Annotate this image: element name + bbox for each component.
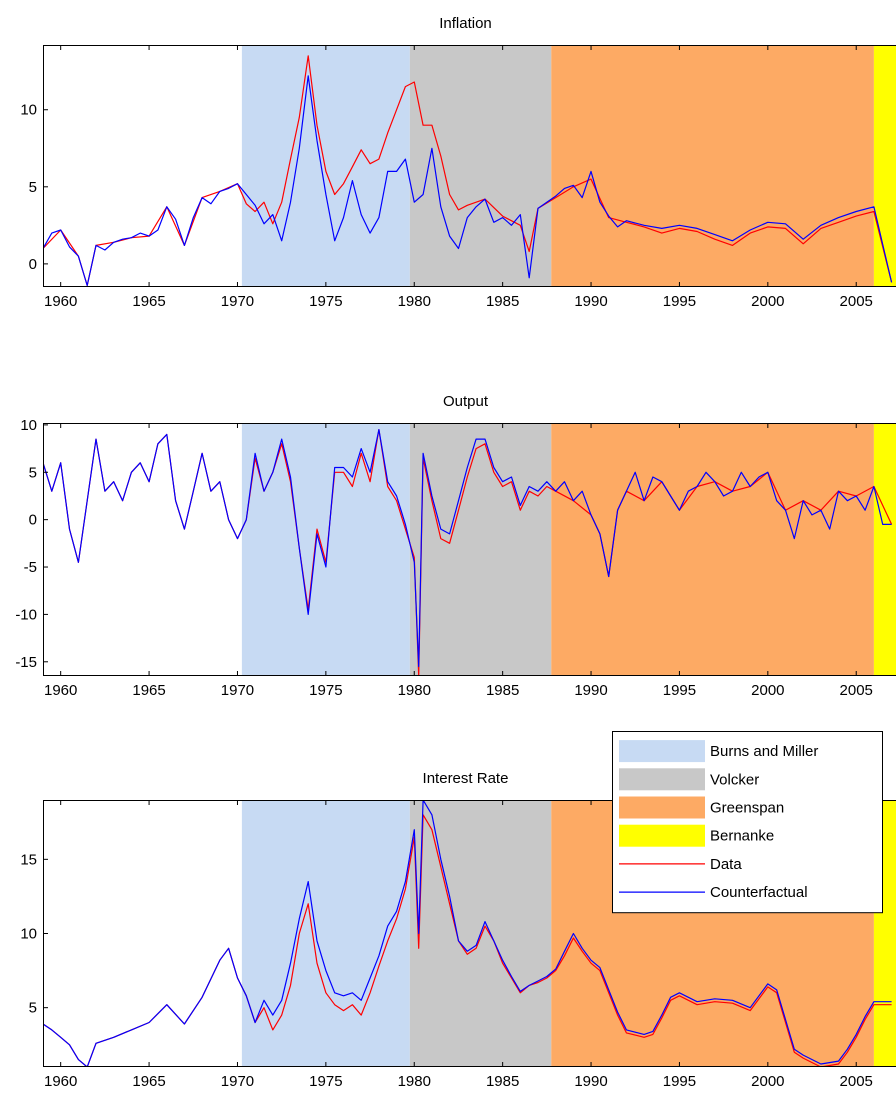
- legend-item-volcker: Volcker: [619, 768, 759, 791]
- x-tick-label: 2005: [840, 682, 873, 699]
- x-tick-label: 1990: [574, 1073, 607, 1090]
- x-tick-label: 2005: [840, 293, 873, 310]
- legend-swatch: [619, 824, 705, 847]
- legend-item-bernanke: Bernanke: [619, 824, 774, 847]
- legend-item-data: Data: [619, 856, 742, 873]
- legend-swatch: [619, 796, 705, 819]
- chart-title: Output: [443, 393, 489, 410]
- legend-label: Greenspan: [710, 800, 784, 817]
- axes-frame: [43, 45, 896, 287]
- x-tick-label: 2000: [751, 293, 784, 310]
- x-tick-label: 1960: [44, 682, 77, 699]
- series-line-counterfactual: [43, 800, 892, 1067]
- panels: 1960 1965 1970 1975 1980 1985 1990 1995 2000 2005…: [15, 15, 896, 1090]
- x-tick-label: 1990: [574, 293, 607, 310]
- legend-label: Bernanke: [710, 828, 774, 845]
- y-tick-label: 0: [29, 512, 37, 529]
- legend-swatch: [619, 768, 705, 791]
- x-tick-label: 1965: [132, 682, 165, 699]
- x-tick-label: 1975: [309, 682, 342, 699]
- x-tick-label: 1960: [44, 293, 77, 310]
- y-tick-label: 0: [29, 256, 37, 273]
- x-tick-label: 1980: [398, 293, 431, 310]
- legend-label: Volcker: [710, 771, 759, 788]
- chart-title: Inflation: [439, 15, 492, 32]
- regions: [241, 45, 896, 287]
- y-tick-label: 10: [20, 417, 37, 434]
- y-tick-label: -5: [24, 559, 37, 576]
- x-tick-label: 1980: [398, 1073, 431, 1090]
- panel-inflation: 1960 1965 1970 1975 1980 1985 1990 1995 2000 2005…: [20, 15, 896, 310]
- x-tick-label: 1995: [663, 1073, 696, 1090]
- x-tick-label: 1985: [486, 682, 519, 699]
- y-tick-label: 10: [20, 102, 37, 119]
- region-burns-and-miller: [241, 800, 410, 1067]
- x-tick-label: 1985: [486, 1073, 519, 1090]
- region-greenspan: [551, 423, 874, 676]
- y-tick-label: -10: [15, 606, 37, 623]
- x-tick-label: 1965: [132, 1073, 165, 1090]
- x-tick-label: 2000: [751, 1073, 784, 1090]
- y-tick-label: 5: [29, 464, 37, 481]
- x-tick-label: 1965: [132, 293, 165, 310]
- legend-item-greenspan: Greenspan: [619, 796, 784, 819]
- x-tick-label: 1995: [663, 293, 696, 310]
- panel-output: 1960 1965 1970 1975 1980 1985 1990 1995 2000 2005…: [15, 393, 896, 699]
- region-bernanke: [873, 423, 896, 676]
- legend-label: Counterfactual: [710, 884, 808, 901]
- region-greenspan: [551, 45, 874, 287]
- y-tick-label: 5: [29, 179, 37, 196]
- legend-label: Data: [710, 856, 742, 873]
- region-burns-and-miller: [241, 45, 410, 287]
- region-volcker: [409, 45, 552, 287]
- legend-item-burns-and-miller: Burns and Miller: [619, 740, 818, 763]
- series-line-counterfactual: [43, 75, 893, 287]
- series-line-data: [43, 55, 893, 287]
- y-tick-label: -15: [15, 654, 37, 671]
- x-tick-label: 1995: [663, 682, 696, 699]
- x-tick-label: 2000: [751, 682, 784, 699]
- series-lines: [43, 55, 893, 287]
- axes-frame: [43, 423, 896, 676]
- x-tick-label: 2005: [840, 1073, 873, 1090]
- legend-label: Burns and Miller: [710, 743, 818, 760]
- x-tick-label: 1970: [221, 682, 254, 699]
- series-line-counterfactual: [43, 429, 892, 668]
- legend: Burns and Miller Volcker Greenspan Bernanke…: [612, 731, 883, 914]
- legend-swatch: [619, 740, 705, 763]
- series-lines: [43, 800, 892, 1067]
- x-tick-label: 1970: [221, 1073, 254, 1090]
- x-tick-label: 1980: [398, 682, 431, 699]
- region-volcker: [409, 423, 552, 676]
- x-tick-label: 1990: [574, 682, 607, 699]
- region-burns-and-miller: [241, 423, 410, 676]
- chart-title: Interest Rate: [423, 770, 509, 787]
- y-tick-label: 10: [20, 926, 37, 943]
- y-tick-label: 15: [20, 851, 37, 868]
- regions: [241, 800, 896, 1067]
- x-tick-label: 1960: [44, 1073, 77, 1090]
- regions: [241, 423, 896, 676]
- x-tick-label: 1970: [221, 293, 254, 310]
- y-tick-label: 5: [29, 1000, 37, 1017]
- x-tick-label: 1985: [486, 293, 519, 310]
- series-lines: [43, 429, 893, 676]
- region-bernanke: [873, 45, 896, 287]
- x-tick-label: 1975: [309, 293, 342, 310]
- legend-item-counterfactual: Counterfactual: [619, 884, 808, 901]
- x-tick-label: 1975: [309, 1073, 342, 1090]
